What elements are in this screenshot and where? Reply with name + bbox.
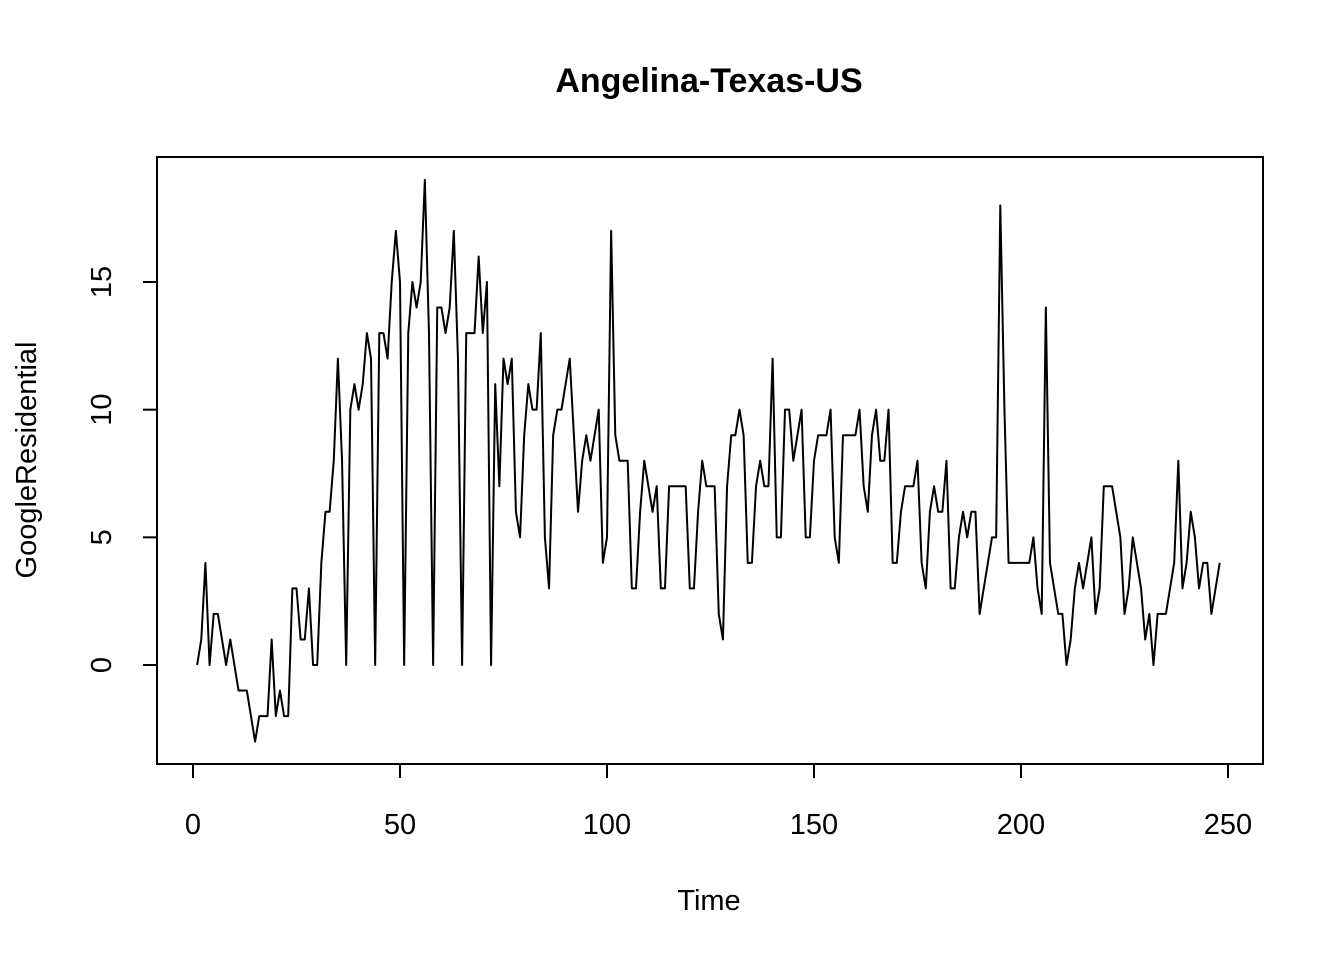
- x-tick-label: 200: [997, 809, 1045, 841]
- x-tick-label: 0: [185, 809, 201, 841]
- x-tick-label: 150: [790, 809, 838, 841]
- y-tick-label: 5: [86, 529, 118, 545]
- y-axis: 0 5 10 15: [86, 266, 158, 673]
- chart-title: Angelina-Texas-US: [555, 62, 862, 100]
- x-tick-label: 250: [1204, 809, 1252, 841]
- x-axis: 0 50 100 150 200 250: [185, 763, 1252, 841]
- y-tick-label: 15: [86, 266, 118, 298]
- y-tick-label: 0: [86, 657, 118, 673]
- series-line: [196, 178, 1221, 743]
- x-tick-label: 100: [583, 809, 631, 841]
- y-axis-label: GoogleResidential: [11, 342, 43, 579]
- x-tick-label: 50: [384, 809, 416, 841]
- plot-frame: [156, 156, 1264, 765]
- y-tick-label: 10: [86, 394, 118, 426]
- x-axis-label: Time: [677, 885, 740, 917]
